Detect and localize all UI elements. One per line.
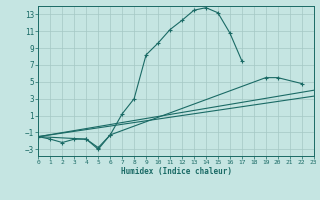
X-axis label: Humidex (Indice chaleur): Humidex (Indice chaleur) <box>121 167 231 176</box>
